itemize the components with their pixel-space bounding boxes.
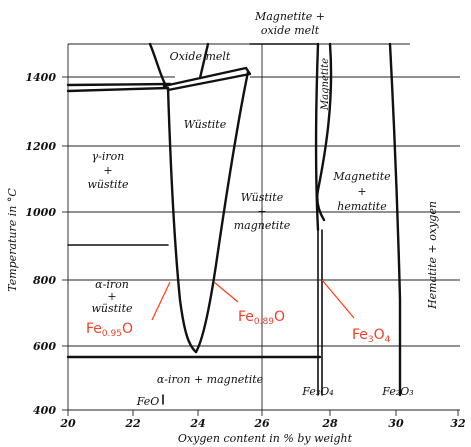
gridlines (68, 44, 460, 410)
hematite-boundary (388, 42, 402, 397)
label-oxide-melt: Oxide melt (170, 50, 231, 63)
x-tick-marks (67, 410, 459, 416)
label-fe3o4-axis: Fe₃O₄ (301, 385, 333, 398)
composition-labels: FeO Fe₃O₄ Fe₂O₃ (136, 385, 414, 408)
annotation-fe089o: Fe0.89O (238, 309, 285, 327)
label-gamma-wustite: wüstite (87, 178, 129, 191)
label-gamma-plus: + (103, 164, 112, 177)
oxide-melt-left (148, 42, 168, 88)
label-magnetite-oxide-melt-2: oxide melt (261, 24, 320, 37)
fe089o-sub: 0.89 (254, 317, 274, 327)
arrow-fe095o (151, 281, 171, 321)
label-magnetite-narrow: Magnetite (320, 58, 331, 111)
x-axis-title: Oxygen content in % by weight (178, 432, 353, 445)
fe3o4-sub2: 4 (385, 335, 391, 345)
oxide-melt-mid (198, 42, 210, 80)
x-tick-32: 32 (450, 417, 466, 430)
wustite-left-boundary (166, 86, 198, 354)
label-feo: FeO (136, 395, 160, 408)
y-axis-title: Temperature in °C (6, 188, 19, 292)
annotation-arrows (151, 279, 355, 321)
y-tick-1400: 1400 (25, 71, 56, 84)
phase-boundaries (66, 42, 402, 405)
label-magnetite-hematite: Magnetite (332, 170, 391, 183)
y-tick-marks (62, 76, 68, 411)
label-mh-plus: + (357, 185, 366, 198)
x-tick-24: 24 (189, 417, 205, 430)
x-tick-28: 28 (321, 417, 338, 430)
x-tick-labels: 20 22 24 26 28 30 32 (59, 417, 466, 430)
label-fe2o3-axis: Fe₂O₃ (381, 385, 413, 398)
arrow-fe3o4 (321, 279, 355, 319)
annotations: Fe0.95O Fe0.89O Fe3O4 (86, 309, 391, 345)
x-tick-30: 30 (388, 417, 404, 430)
x-tick-22: 22 (124, 417, 141, 430)
fe095o-tail: O (122, 321, 133, 337)
label-hematite-oxygen: Hematite + oxygen (426, 201, 439, 310)
label-wm-plus: + (257, 205, 266, 218)
fe3o4-mid: O (374, 327, 385, 343)
fe089o-main: Fe (238, 309, 254, 325)
wustite-right-boundary (194, 70, 250, 354)
label-aw-plus: + (107, 290, 116, 303)
label-wustite-magnetite: Wüstite (241, 191, 284, 204)
y-tick-1000: 1000 (25, 206, 56, 219)
label-magnetite-oxide-melt: Magnetite + (254, 10, 325, 23)
annotation-fe3o4: Fe3O4 (352, 327, 391, 345)
label-aw-wustite: wüstite (91, 302, 133, 315)
fe089o-tail: O (274, 309, 285, 325)
label-wm-magnetite: magnetite (234, 219, 291, 232)
fe095o-main: Fe (86, 321, 102, 337)
x-tick-20: 20 (59, 417, 76, 430)
y-tick-1200: 1200 (25, 140, 56, 153)
fe095o-sub: 0.95 (102, 329, 122, 339)
y-tick-labels: 1400 1200 1000 800 600 400 (25, 71, 56, 417)
melt-wedge (162, 66, 252, 92)
fe3o4-sub1: 3 (368, 335, 374, 345)
magnetite-right-boundary (316, 42, 333, 222)
arrow-fe089o (213, 281, 239, 303)
label-gamma-iron: γ-iron (92, 150, 125, 163)
y-tick-400: 400 (33, 404, 56, 417)
annotation-fe095o: Fe0.95O (86, 321, 133, 339)
label-alpha-iron: α-iron (95, 278, 129, 291)
magnetite-left-boundary (314, 42, 320, 232)
y-tick-800: 800 (33, 274, 56, 287)
fe3o4-main: Fe (352, 327, 368, 343)
solidus-left-2 (66, 82, 172, 87)
label-wustite: Wüstite (184, 118, 227, 131)
solidus-left (66, 86, 170, 93)
label-alpha-iron-magnetite: α-iron + magnetite (157, 373, 264, 386)
x-tick-26: 26 (253, 417, 270, 430)
label-mh-hematite: hematite (337, 200, 387, 213)
region-labels: Magnetite + oxide melt Oxide melt Magnet… (87, 10, 439, 386)
y-tick-600: 600 (33, 340, 56, 353)
